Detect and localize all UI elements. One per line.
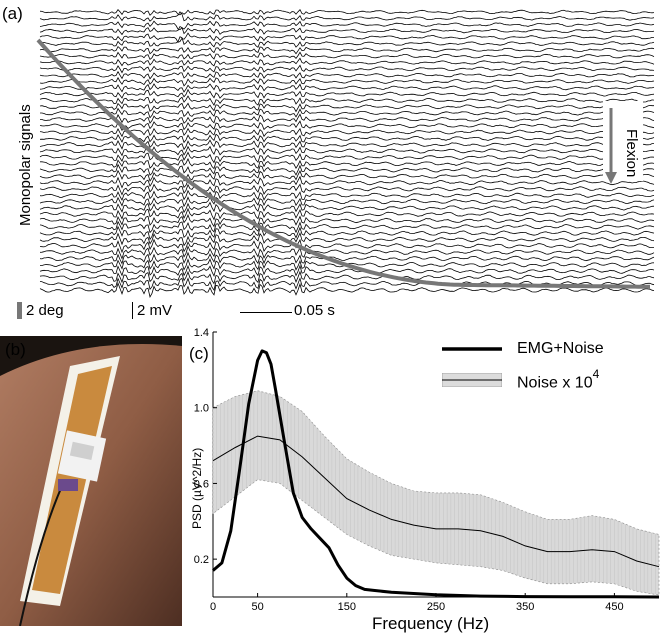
time-scale-bar [240,312,292,313]
y-tick-label: 1.0 [194,403,209,415]
emg-trace [39,8,655,16]
emg-trace [39,245,655,260]
emg-trace [39,207,655,221]
emg-trace [39,139,654,151]
joint-angle-curve [36,38,650,289]
emg-trace [40,157,655,170]
psd-chart: 0 50 150 250 350 450 0.2 0.6 1.0 1.4 [194,327,660,613]
emg-trace [39,145,655,157]
emg-trace [39,201,655,214]
flexion-arrow-icon [605,108,617,184]
sensor-photo [0,336,182,626]
time-scale-label: 0.05 s [294,302,335,319]
emg-trace [39,120,655,132]
emg-trace [39,64,655,74]
x-tick-label: 350 [516,601,534,613]
emg-trace [39,76,655,87]
emg-trace [39,163,655,176]
emg-trace [39,270,655,285]
y-tick-label: 0.6 [194,478,209,490]
deg-scale-label: 2 deg [26,302,64,319]
emg-trace [39,32,654,43]
emg-trace [40,107,655,119]
emg-trace [39,264,655,278]
mv-scale-label: 2 mV [137,302,173,319]
emg-trace [39,175,655,189]
emg-trace [39,238,654,254]
emg-trace [39,231,655,247]
emg-trace [39,51,655,61]
emg-trace [39,45,655,55]
emg-trace [39,36,655,48]
x-tick-label: 450 [605,601,623,613]
emg-trace [39,70,655,80]
emg-trace [39,127,655,138]
x-tick-label: 50 [251,601,263,613]
legend-emg-label: EMG+Noise [517,340,604,357]
x-tick-label: 0 [210,601,216,613]
panel-c-label: (c) [189,344,209,363]
emg-trace [39,196,655,208]
emg-trace [39,281,655,299]
emg-trace [39,183,655,196]
emg-trace [39,25,655,36]
emg-trace [39,220,655,234]
flexion-label: Flexion [623,129,640,178]
emg-trace [39,169,655,182]
y-axis-title: PSD (µV^2/Hz) [190,447,204,529]
y-tick-label: 0.2 [194,554,209,566]
legend-noise-label: Noise x 104 [517,367,600,392]
emg-trace [40,113,655,124]
panel-a-label: (a) [2,4,23,23]
x-tick-label: 150 [338,601,356,613]
emg-trace [39,102,654,113]
emg-trace [39,95,655,106]
y-tick-label: 1.4 [194,327,209,339]
monopolar-signals-label: Monopolar signals [17,104,34,226]
deg-scale-bar [17,302,22,319]
mv-scale-bar [132,302,133,319]
emg-trace [39,214,655,228]
emg-trace [39,88,655,99]
emg-trace [39,251,655,265]
legend-noise-exponent: 4 [592,367,600,381]
noise-series-line [212,435,660,568]
emg-trace [39,20,655,31]
emg-trace [39,151,655,164]
emg-trace [39,133,655,144]
legend-noise-swatch [442,373,502,387]
emg-traces-panel [36,8,655,299]
emg-trace [39,189,655,201]
emg-series-line [212,349,660,599]
legend-emg-swatch [442,347,502,351]
x-axis-title: Frequency (Hz) [372,614,490,633]
panel-b-label: (b) [5,340,26,359]
emg-trace [39,225,655,241]
x-tick-label: 250 [427,601,445,613]
emg-trace [39,57,655,67]
emg-trace [39,83,655,93]
emg-trace [39,11,655,22]
